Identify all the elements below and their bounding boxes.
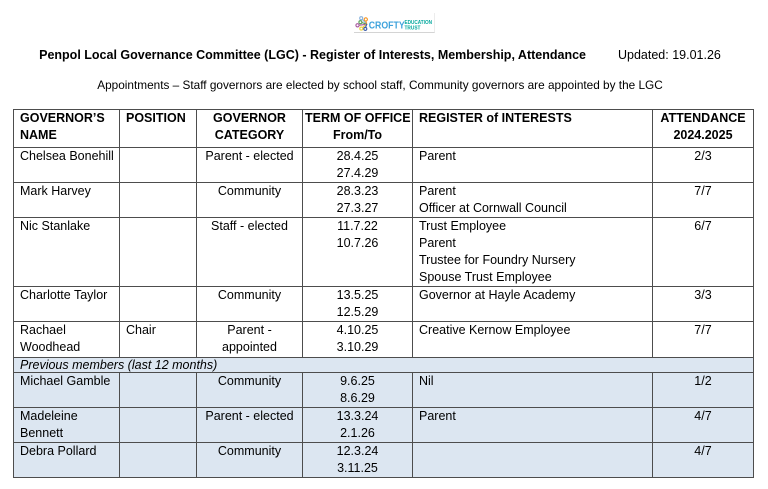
svg-text:EDUCATION: EDUCATION xyxy=(405,20,433,26)
svg-text:TRUST: TRUST xyxy=(405,26,422,32)
svg-text:CROFTY: CROFTY xyxy=(369,19,405,31)
